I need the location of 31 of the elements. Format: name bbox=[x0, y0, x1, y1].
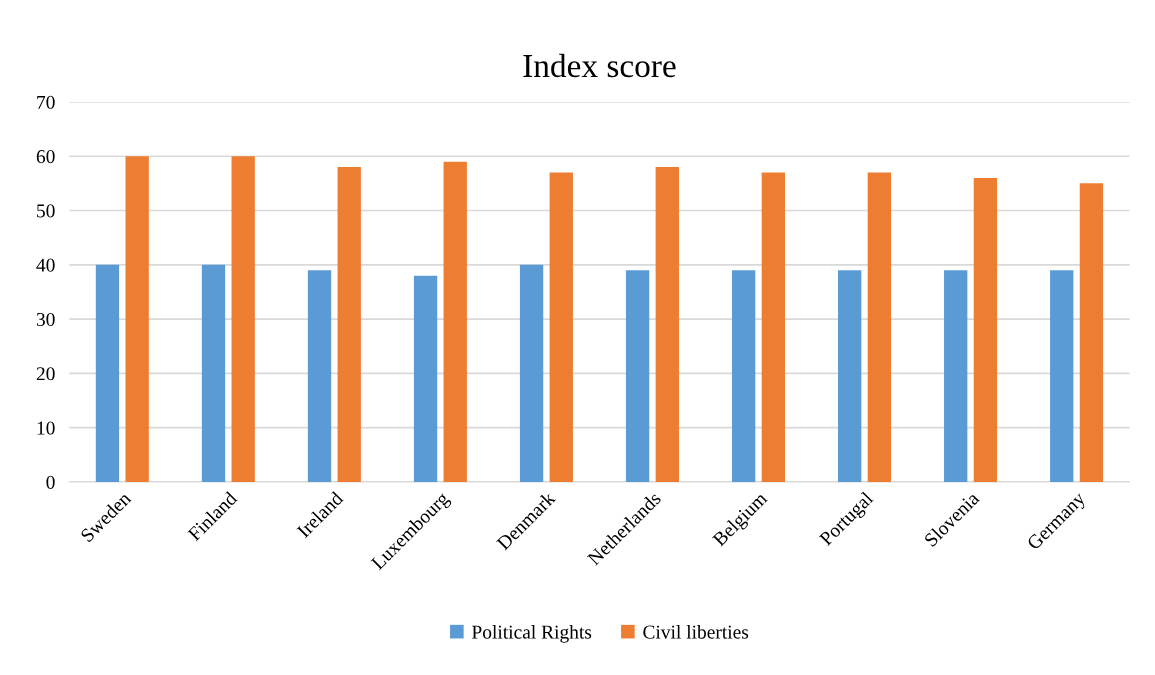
bar bbox=[625, 270, 650, 482]
bar bbox=[125, 156, 149, 482]
bar bbox=[838, 270, 862, 482]
bar bbox=[973, 177, 998, 482]
y-tick-label: 30 bbox=[36, 312, 55, 327]
bar bbox=[1050, 270, 1074, 482]
bar bbox=[413, 275, 438, 482]
bar bbox=[867, 172, 892, 482]
legend-label: Political Rights bbox=[472, 624, 592, 643]
bar bbox=[1079, 183, 1104, 482]
bar bbox=[944, 270, 968, 482]
bar bbox=[549, 172, 573, 482]
bar bbox=[731, 270, 756, 482]
bar bbox=[95, 264, 120, 482]
chart-title: Index score bbox=[523, 53, 676, 78]
y-tick-label: 60 bbox=[36, 150, 55, 164]
y-tick-label: 0 bbox=[46, 475, 55, 489]
y-tick-label: 50 bbox=[37, 204, 55, 218]
bar bbox=[307, 270, 332, 482]
y-tick-label: 70 bbox=[37, 95, 55, 109]
bar bbox=[443, 161, 467, 482]
legend-label: Civil liberties bbox=[643, 624, 749, 639]
y-tick-label: 40 bbox=[36, 258, 55, 272]
bar bbox=[337, 167, 361, 482]
bar bbox=[519, 264, 544, 482]
bar bbox=[201, 264, 226, 482]
bar bbox=[761, 172, 785, 482]
y-tick-label: 20 bbox=[36, 367, 55, 381]
bar bbox=[231, 156, 255, 482]
bar bbox=[655, 167, 679, 482]
y-tick-label: 10 bbox=[37, 421, 55, 435]
